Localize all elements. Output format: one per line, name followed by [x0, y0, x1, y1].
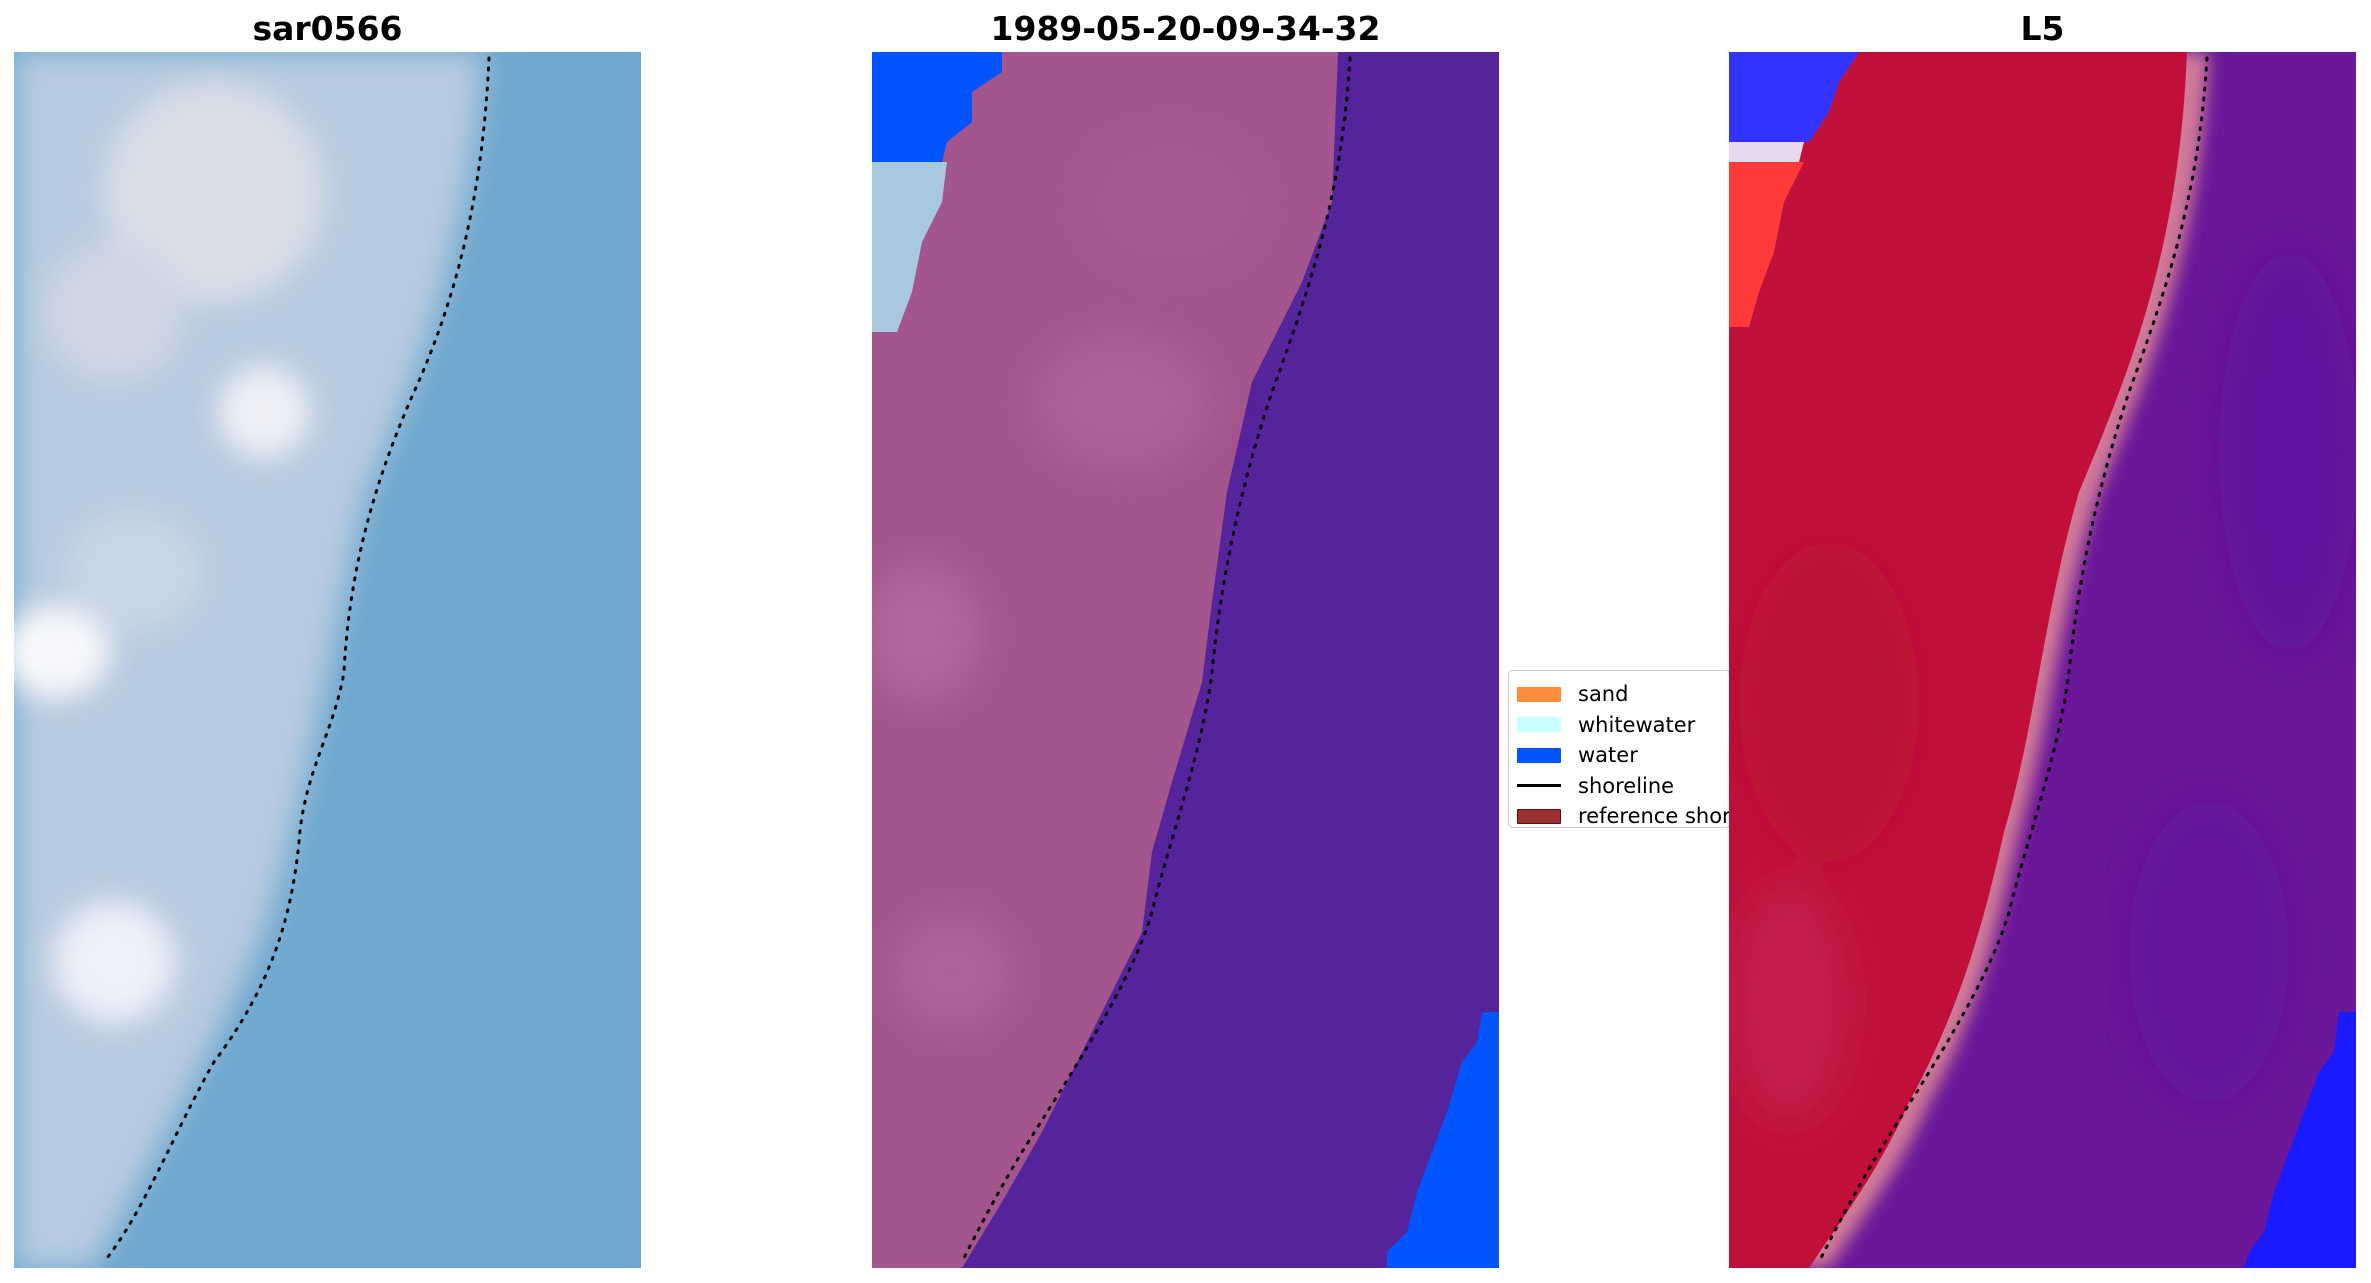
- whitewater-patch: [872, 162, 947, 332]
- legend-label-reference-shoreline: reference shoreline: [1578, 804, 1730, 828]
- water-swatch: [1517, 747, 1561, 763]
- water-index-image: [1729, 52, 2356, 1268]
- rgb-image-panel: [14, 52, 641, 1268]
- legend-label-shoreline: shoreline: [1578, 773, 1675, 798]
- legend-item-whitewater: whitewater: [1509, 710, 1729, 741]
- index-water-texture: [2129, 252, 2356, 1102]
- index-water-patch-bottom: [2244, 1012, 2356, 1268]
- legend-label-whitewater: whitewater: [1578, 712, 1696, 737]
- legend: sand whitewater water shoreline referenc…: [1508, 670, 1730, 828]
- legend-item-reference-shoreline: reference shoreline: [1509, 801, 1730, 828]
- reference-shoreline-swatch: [1517, 808, 1561, 824]
- index-land-texture: [1729, 542, 1919, 1122]
- legend-label-sand: sand: [1578, 682, 1629, 707]
- legend-item-sand: sand: [1509, 679, 1729, 710]
- index-image-panel: [1729, 52, 2356, 1268]
- shoreline-dotted: [960, 56, 1352, 1264]
- panel-title-sar: sar0566: [252, 9, 403, 48]
- wet-sand-texture: [872, 122, 1272, 1032]
- beach-area: [14, 52, 484, 1268]
- legend-item-water: water: [1509, 740, 1729, 771]
- water-patch-bottom: [1387, 1012, 1499, 1268]
- shoreline-dotted: [102, 56, 491, 1264]
- panel-title-satellite: L5: [2020, 9, 2065, 48]
- index-whitewater-patch: [1729, 142, 1804, 162]
- shoreline-dotted: [1817, 56, 2209, 1264]
- classified-image: [872, 52, 1499, 1268]
- panel-title-date: 1989-05-20-09-34-32: [990, 9, 1381, 48]
- legend-item-shoreline: shoreline: [1509, 771, 1729, 802]
- legend-label-water: water: [1578, 743, 1638, 768]
- shoreline-line-swatch: [1517, 784, 1561, 788]
- index-sand-patch: [1729, 162, 1804, 327]
- index-water-patch-top: [1729, 52, 1859, 142]
- whitewater-swatch: [1517, 717, 1561, 733]
- sand-swatch: [1517, 686, 1561, 702]
- classified-image-panel: [872, 52, 1499, 1268]
- rgb-satellite-image: [14, 52, 641, 1268]
- water-patch-top: [872, 52, 1002, 162]
